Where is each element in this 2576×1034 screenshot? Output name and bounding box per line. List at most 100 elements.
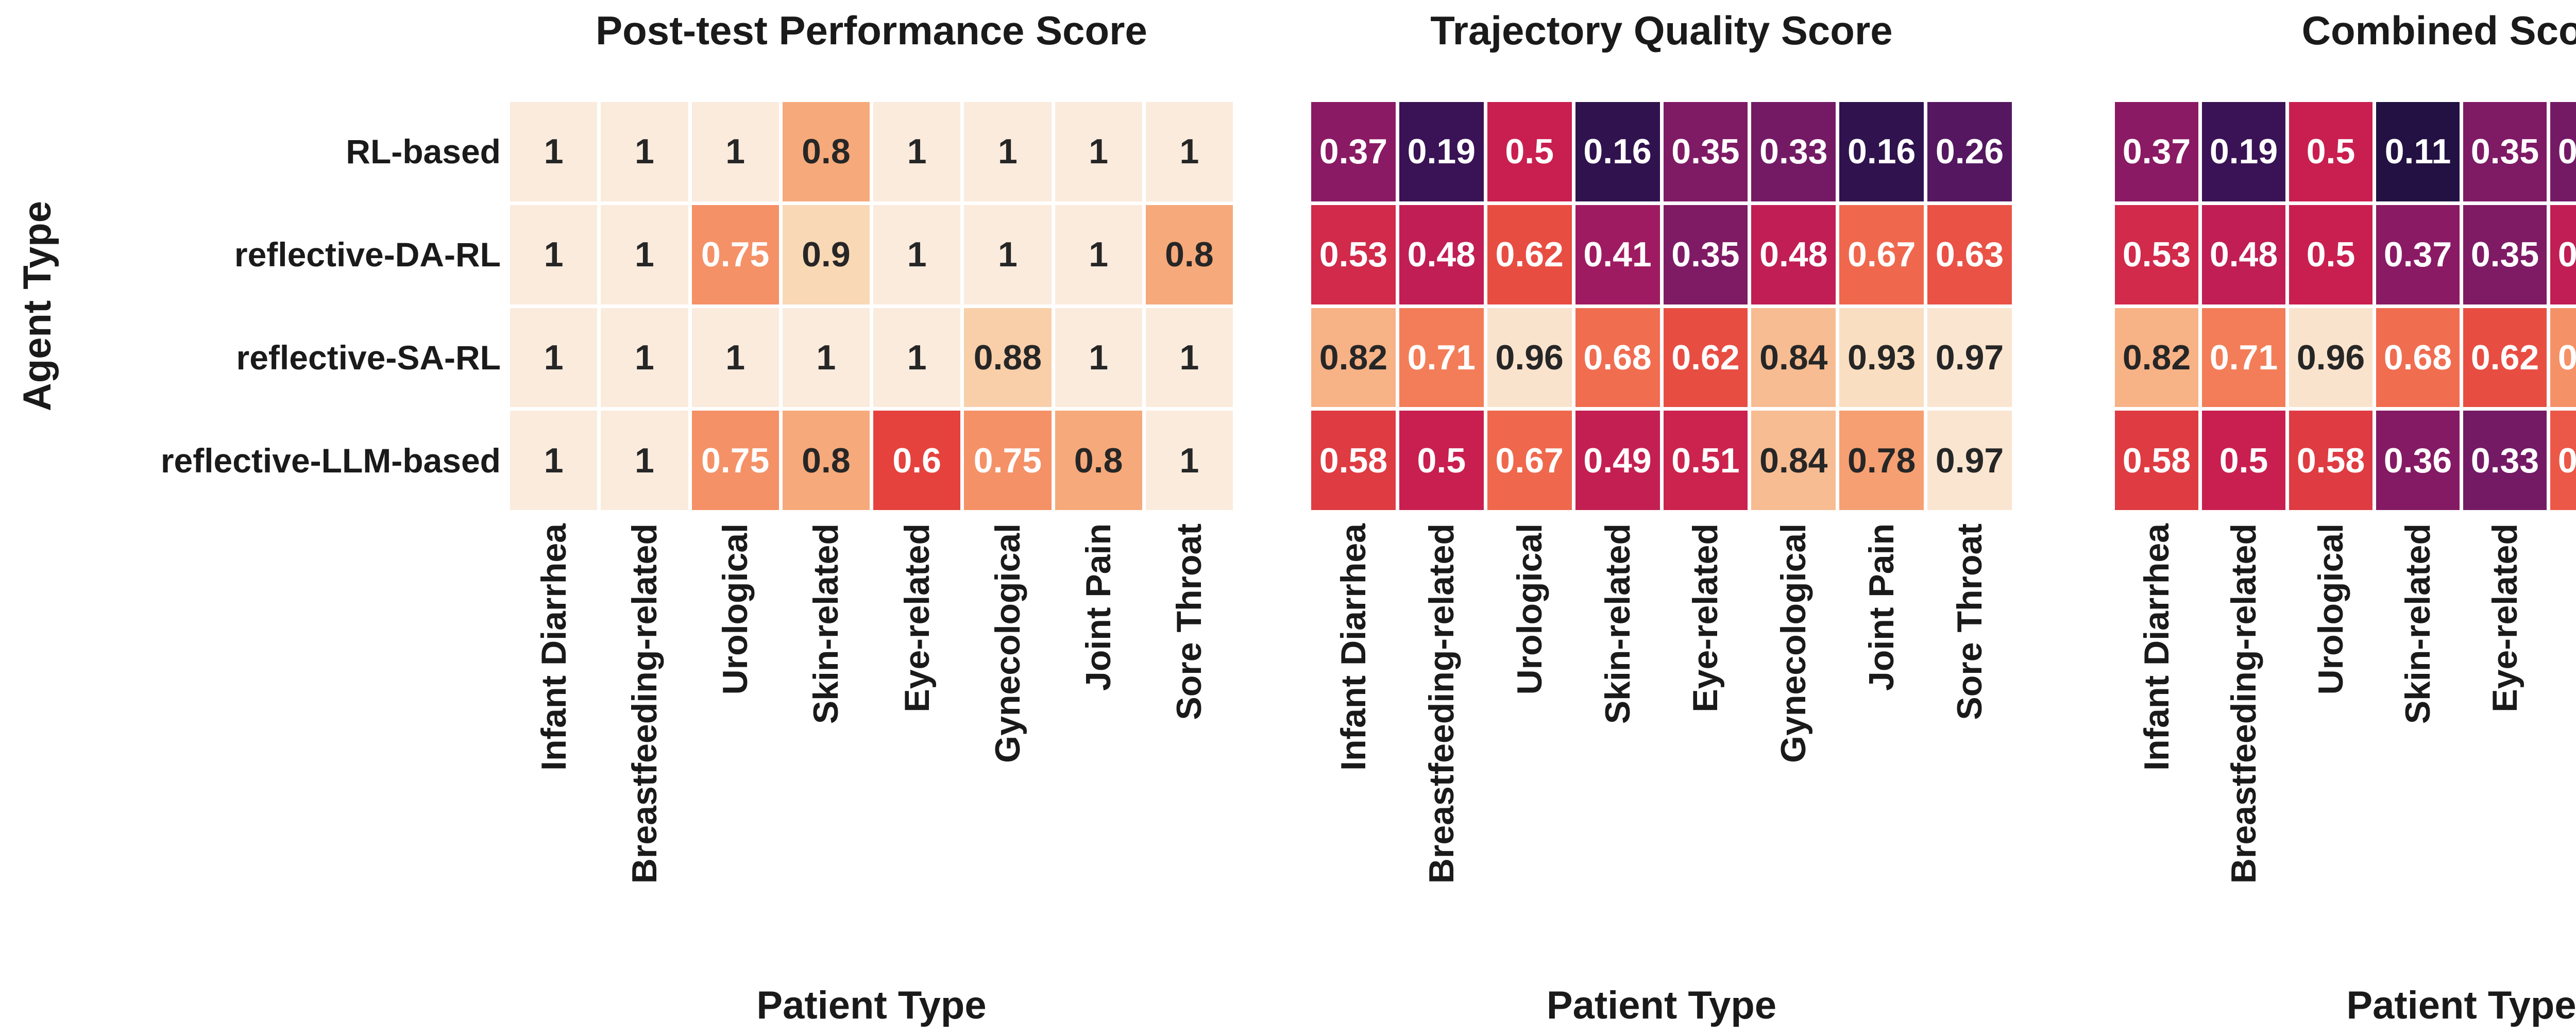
heatmap-cell: 1 xyxy=(873,308,961,408)
cell-value: 1 xyxy=(907,337,927,377)
heatmap-cell: 0.97 xyxy=(1927,411,2012,510)
heatmap-row: 0.530.480.50.370.350.480.670.57 xyxy=(2115,205,2576,304)
cell-value: 1 xyxy=(634,235,654,275)
heatmap-cell: 0.37 xyxy=(2115,102,2198,201)
cell-value: 0.19 xyxy=(1407,132,1476,172)
cell-value: 0.68 xyxy=(1583,337,1652,377)
cell-value: 0.8 xyxy=(1165,235,1214,275)
heatmap-cell: 0.75 xyxy=(691,411,779,510)
cell-value: 0.71 xyxy=(2209,337,2278,377)
heatmap-grid: 0.37 0.19 0.5 0.16 0.35 0.33 0.16 0.26 0.53 0.48 0… xyxy=(1311,102,2012,510)
cell-value: 0.97 xyxy=(1935,337,2004,377)
heatmap-cell: 1 xyxy=(1145,308,1233,408)
cell-value: 0.62 xyxy=(1495,235,1564,275)
cell-value: 0.37 xyxy=(1319,132,1388,172)
cell-value: 1 xyxy=(1179,132,1199,172)
cell-value: 1 xyxy=(725,132,745,172)
heatmap-cell: 0.51 xyxy=(1663,411,1748,510)
cell-value: 1 xyxy=(816,337,836,377)
column-label-cell: Breastfeeding-related xyxy=(601,523,688,982)
heatmap-cell: 0.35 xyxy=(2463,102,2547,201)
heatmap-cell: 0.67 xyxy=(1487,411,1572,510)
column-label-cell: Sore Throat xyxy=(1146,523,1233,982)
heatmap-cell: 0.67 xyxy=(1839,205,1924,304)
column-label-cell: Infant Diarrhea xyxy=(2115,523,2198,982)
column-labels: Infant Diarrhea Breastfeeding-related Urol… xyxy=(1311,523,2012,982)
column-label: Gynecological xyxy=(988,523,1027,763)
cell-value: 0.8 xyxy=(802,440,851,480)
cell-value: 0.19 xyxy=(2209,132,2278,172)
cell-value: 0.58 xyxy=(2296,440,2365,480)
cell-value: 1 xyxy=(634,440,654,480)
column-label-cell: Eye-related xyxy=(873,523,960,982)
column-label-cell: Joint Pain xyxy=(1055,523,1142,982)
cell-value: 0.6 xyxy=(892,440,941,480)
cell-value: 1 xyxy=(725,337,745,377)
column-label-cell: Eye-related xyxy=(1664,523,1748,982)
column-label-cell: Sore Throat xyxy=(1927,523,2012,982)
cell-value: 0.35 xyxy=(2470,132,2539,172)
column-label: Gynecological xyxy=(1774,523,1814,763)
cell-value: 0.93 xyxy=(1848,337,1916,377)
cell-value: 0.48 xyxy=(2209,235,2278,275)
cell-value: 1 xyxy=(544,235,564,275)
column-label-cell: Urological xyxy=(692,523,779,982)
cell-value: 1 xyxy=(907,235,927,275)
cell-value: 0.35 xyxy=(1671,235,1740,275)
cell-value: 0.84 xyxy=(1759,337,1828,377)
cell-value: 0.62 xyxy=(2470,337,2539,377)
heatmap-cell: 0.37 xyxy=(2376,205,2460,304)
heatmap-cell: 1 xyxy=(601,205,688,304)
column-label: Joint Pain xyxy=(1079,523,1118,691)
column-label-cell: Gynecological xyxy=(2550,523,2576,982)
heatmap-cell: 1 xyxy=(1055,205,1142,304)
heatmap-cell: 0.78 xyxy=(1839,411,1924,510)
heatmap-cell: 0.8 xyxy=(1145,205,1233,304)
heatmap-cell: 1 xyxy=(510,102,598,201)
heatmap-cell: 0.8 xyxy=(1055,411,1142,510)
column-label: Skin-related xyxy=(806,523,846,724)
cell-value: 0.35 xyxy=(2470,235,2539,275)
cell-value: 0.16 xyxy=(1583,132,1652,172)
heatmap-cell: 0.5 xyxy=(2289,102,2372,201)
heatmap-row: 1 1 0.75 0.9 1 1 1 0.8 xyxy=(510,205,1233,304)
cell-value: 1 xyxy=(1179,440,1199,480)
cell-value: 0.53 xyxy=(2122,235,2191,275)
column-label: Infant Diarrhea xyxy=(534,523,573,771)
heatmap-row: 0.37 0.19 0.5 0.16 0.35 0.33 0.16 0.26 xyxy=(1311,102,2012,201)
cell-value: 0.8 xyxy=(1074,440,1123,480)
heatmap-cell: 0.48 xyxy=(1399,205,1484,304)
heatmap-cell: 1 xyxy=(1145,411,1233,510)
heatmap-cell: 1 xyxy=(510,411,598,510)
heatmap-cell: 1 xyxy=(964,205,1052,304)
cell-value: 0.75 xyxy=(701,235,770,275)
heatmap-cell: 0.35 xyxy=(2463,205,2547,304)
column-label: Eye-related xyxy=(1686,523,1725,713)
column-label: Skin-related xyxy=(1598,523,1637,724)
heatmap-panel-trajectory-quality: Trajectory Quality Score 0.37 0.19 0.5 0.16… xyxy=(1311,0,2012,1034)
row-label: reflective-LLM-based xyxy=(160,441,501,480)
heatmap-cell: 0.75 xyxy=(691,205,779,304)
column-label: Urological xyxy=(1510,523,1549,695)
column-labels: Infant Diarrhea Breastfeeding-related Urol… xyxy=(2115,523,2576,982)
cell-value: 0.68 xyxy=(2383,337,2452,377)
heatmap-cell: 0.41 xyxy=(1575,205,1660,304)
cell-value: 0.71 xyxy=(1407,337,1476,377)
heatmap-cell: 1 xyxy=(601,411,688,510)
heatmap-cell: 0.63 xyxy=(1927,205,2012,304)
heatmap-cell: 0.71 xyxy=(1399,308,1484,408)
cell-value: 0.63 xyxy=(1935,235,2004,275)
heatmap-cell: 0.48 xyxy=(2550,205,2576,304)
column-label: Sore Throat xyxy=(1950,523,1990,720)
cell-value: 1 xyxy=(544,132,564,172)
cell-value: 0.48 xyxy=(1407,235,1476,275)
cell-value: 1 xyxy=(1089,235,1109,275)
heatmap-cell: 1 xyxy=(601,308,688,408)
row-label: RL-based xyxy=(346,132,501,171)
heatmap-cell: 1 xyxy=(691,102,779,201)
heatmap-cell: 0.33 xyxy=(1751,102,1836,201)
cell-value: 1 xyxy=(1089,337,1109,377)
cell-value: 0.5 xyxy=(2306,132,2355,172)
column-label-cell: Skin-related xyxy=(783,523,870,982)
heatmap-cell: 0.5 xyxy=(2289,205,2372,304)
